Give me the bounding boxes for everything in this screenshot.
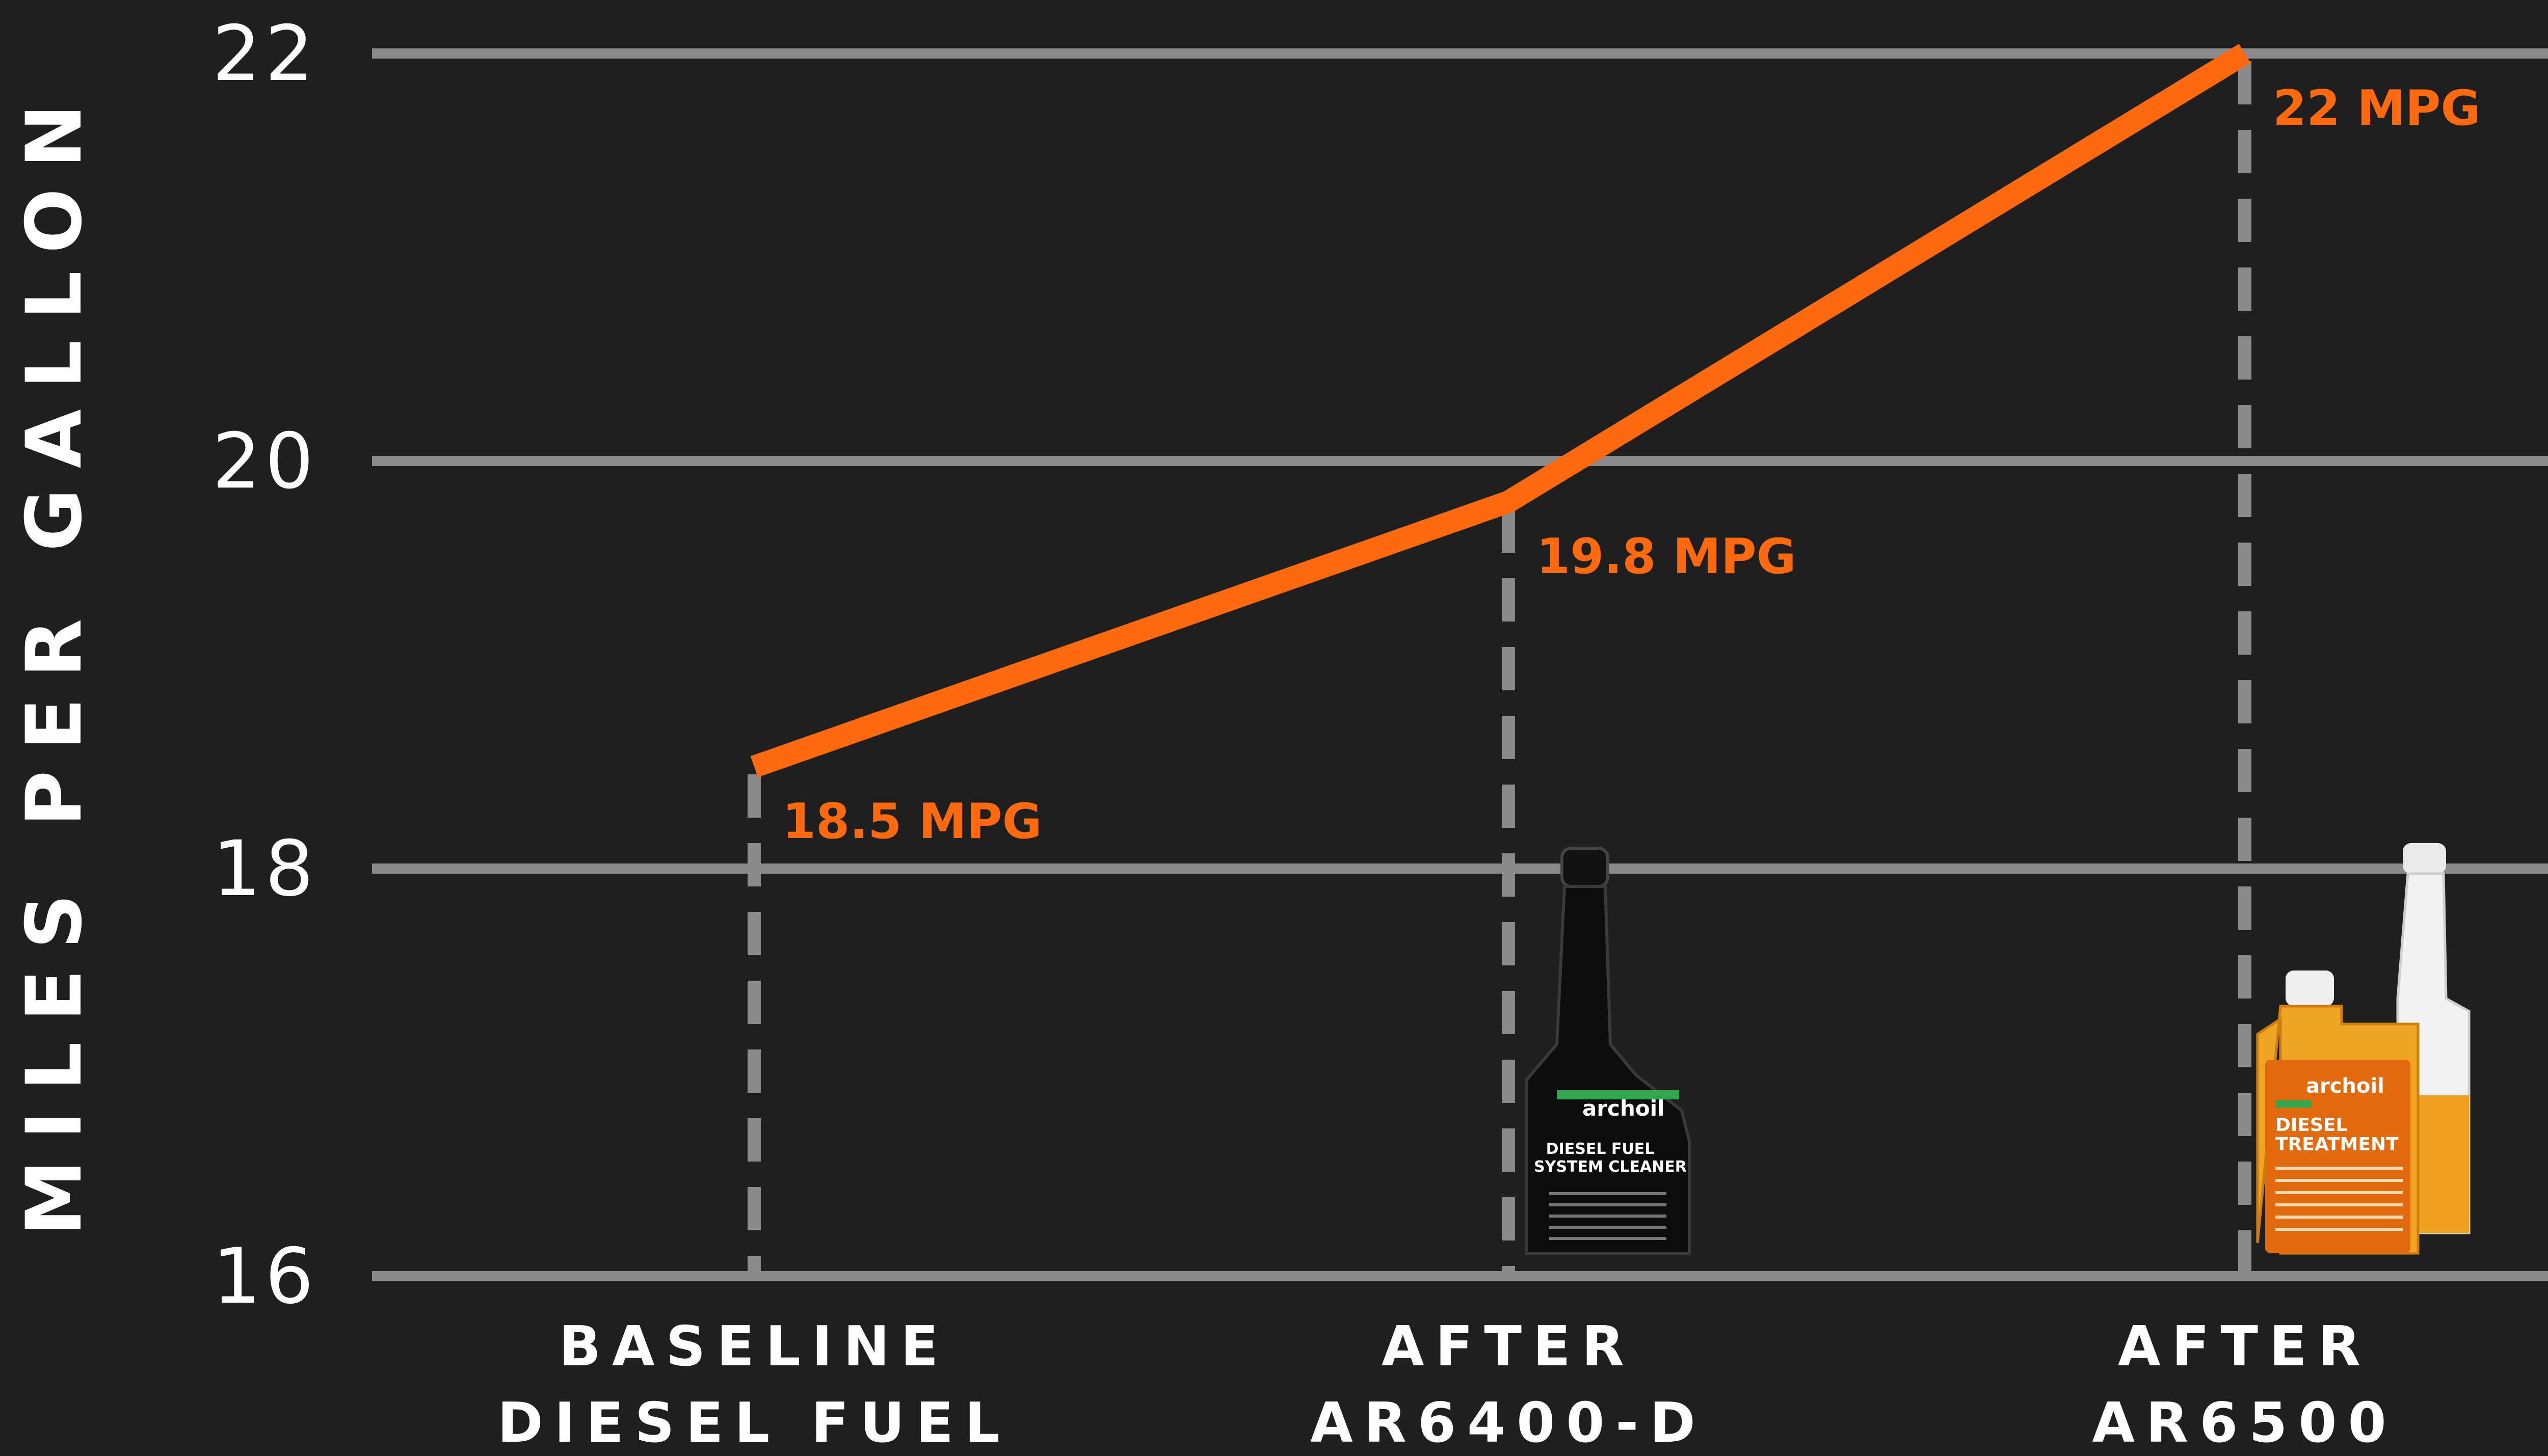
data-labels: 18.5 MPG 19.8 MPG 22 MPG [782,80,2480,850]
x-tick-label-1-0: AFTER [1382,1315,1635,1379]
gridlines [372,48,2548,1281]
jug-fineprint-4 [2275,1216,2403,1219]
jug-cap [2286,970,2334,1006]
x-tick-labels: BASELINE DIESEL FUEL AFTER AR6400-D AFTER AR6… [497,1315,2397,1455]
bottle-fineprint-4 [1549,1237,1666,1240]
x-tick-label-2-0: AFTER [2118,1315,2372,1379]
x-tick-label-1-1: AR6400-D [1310,1391,1707,1455]
series-line-mpg [750,44,2251,777]
bottle-line-2: SYSTEM CLEANER [1534,1158,1687,1176]
jug-fineprint-1 [2275,1179,2403,1182]
bottle-fineprint-3 [1549,1226,1666,1229]
y-tick-label-16: 16 [213,1232,318,1321]
jug-fineprint-0 [2275,1167,2403,1170]
y-axis-label: MILES PER GALLON [10,84,99,1236]
y-tick-label-18: 18 [213,825,318,913]
bottle-fineprint-2 [1549,1215,1666,1218]
bottle-fineprint-0 [1549,1192,1666,1195]
bottle-cap [1560,847,1609,888]
bottle-line-1: DIESEL FUEL [1546,1140,1655,1158]
x-tick-label-0-1: DIESEL FUEL [497,1391,1011,1455]
y-tick-label-22: 22 [213,10,318,98]
bottle-body [1525,885,1691,1255]
y-tick-label-20: 20 [213,417,318,506]
jug-line-1: DIESEL [2275,1115,2347,1136]
data-label-2: 22 MPG [2273,80,2480,137]
bottle-fineprint-1 [1549,1203,1666,1206]
jug-green-band [2275,1100,2311,1108]
x-tick-label-0-0: BASELINE [559,1315,950,1379]
jug-brand: archoil [2306,1074,2384,1098]
y-axis-title: MILES PER GALLON [10,84,99,1236]
jug-line-2: TREATMENT [2275,1134,2399,1155]
y-tick-labels: 16 18 20 22 [213,10,318,1321]
jug-fineprint-5 [2275,1228,2403,1231]
bottle-green-band [1557,1090,1679,1099]
data-label-0: 18.5 MPG [782,794,1042,850]
drop-lines [748,61,2251,1271]
data-label-1: 19.8 MPG [1536,529,1796,585]
series-line [750,44,2251,777]
x-tick-label-2-1: AR6500 [2092,1391,2397,1455]
jug-fineprint-2 [2275,1191,2403,1194]
jug-cap-tall [2403,843,2446,874]
jug-fineprint-3 [2275,1203,2403,1206]
bottle-brand: archoil [1582,1096,1665,1121]
